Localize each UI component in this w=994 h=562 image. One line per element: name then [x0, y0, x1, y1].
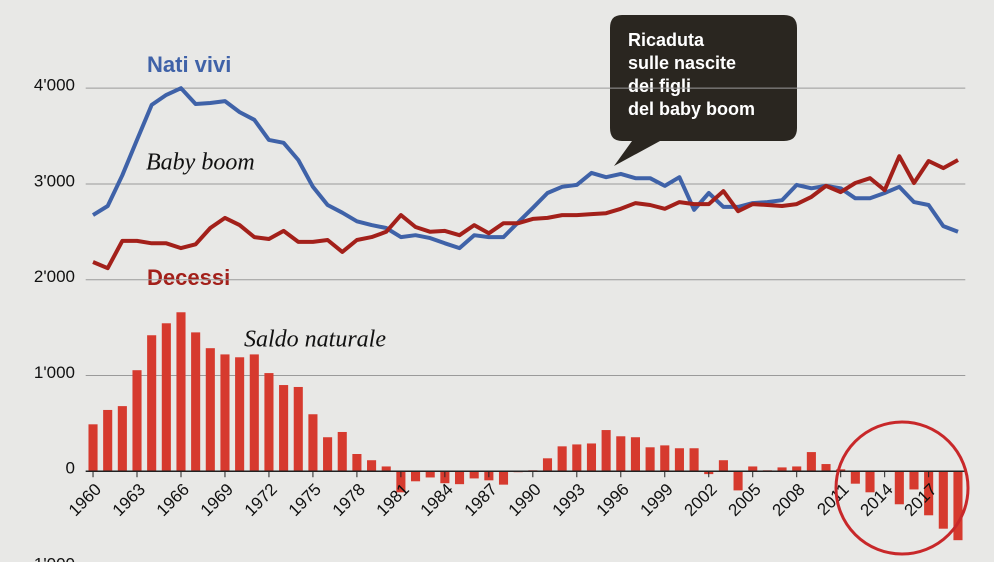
bar [777, 467, 787, 472]
legend-label: Saldo naturale [244, 327, 386, 353]
x-tick-label: 1981 [373, 480, 413, 520]
bar [411, 471, 421, 482]
bar [909, 471, 919, 490]
bar [938, 471, 948, 529]
bar [616, 436, 626, 472]
x-tick-label: 1966 [153, 480, 193, 520]
bar [645, 447, 655, 472]
bar [718, 460, 728, 472]
bar [279, 385, 289, 472]
bar [660, 445, 670, 472]
bar [425, 471, 435, 478]
bar [117, 406, 127, 472]
y-tick-label: 3'000 [34, 171, 75, 190]
annotation: del baby boom [628, 99, 755, 119]
bar [806, 452, 816, 472]
bar [337, 431, 347, 472]
bar [220, 354, 230, 472]
bar [367, 460, 377, 472]
x-tick-label: 1990 [505, 480, 545, 520]
bar [147, 335, 157, 472]
bar [572, 444, 582, 472]
bar [865, 471, 875, 493]
bar [850, 471, 860, 484]
bar [924, 471, 934, 516]
bar [396, 471, 406, 493]
bar [454, 471, 465, 485]
y-tick-label: 4'000 [34, 76, 75, 95]
bar [235, 357, 245, 472]
x-tick-label: 2011 [813, 480, 852, 519]
x-tick-label: 1960 [65, 480, 105, 520]
line [92, 154, 959, 271]
bar [205, 348, 215, 472]
x-tick-label: 1996 [593, 480, 633, 520]
legend-label: Decessi [147, 265, 230, 290]
bar [249, 354, 259, 472]
x-tick-label: 1975 [285, 480, 325, 520]
x-tick-label: 1969 [197, 480, 237, 520]
bar [161, 323, 171, 472]
bar [352, 454, 362, 472]
x-tick-label: 1963 [109, 480, 149, 520]
bar [821, 464, 831, 472]
bar [689, 448, 699, 472]
y-tick-label: 1'000 [34, 363, 75, 382]
bar [674, 448, 684, 472]
callout-box [610, 15, 797, 166]
annotation: Baby boom [146, 150, 255, 176]
x-tick-label: 1999 [637, 480, 677, 520]
bar [103, 409, 113, 472]
y-tick-label: 0 [66, 459, 75, 478]
x-tick-label: 1972 [241, 480, 281, 520]
bar [894, 471, 904, 505]
x-tick-label: 1987 [461, 480, 501, 520]
line [91, 86, 959, 251]
bar [792, 466, 802, 472]
bar [498, 471, 509, 485]
bar [264, 373, 274, 472]
bar [601, 430, 611, 472]
bar [323, 437, 333, 472]
bar [176, 312, 186, 472]
bar [469, 471, 479, 479]
y-tick-label: -1'000 [28, 554, 75, 562]
legend-label: Nati vivi [147, 52, 231, 77]
x-tick-label: 1984 [417, 480, 457, 520]
x-tick-label: 2014 [856, 480, 896, 520]
y-tick-label: 2'000 [34, 267, 75, 286]
bar [308, 414, 318, 472]
bar [88, 424, 98, 472]
bar [542, 458, 553, 472]
x-tick-label: 1978 [329, 480, 369, 520]
bar [293, 386, 303, 472]
bar [381, 466, 391, 472]
x-tick-label: 1993 [549, 480, 589, 520]
annotation: sulle nascite [628, 53, 736, 73]
x-tick-label: 2017 [900, 480, 940, 520]
bar [557, 446, 567, 472]
bar [586, 443, 597, 472]
bar [953, 471, 963, 541]
bar [630, 437, 640, 472]
annotation: Ricaduta [628, 30, 705, 50]
highlight-circle [834, 420, 970, 556]
bar [132, 370, 142, 472]
x-tick-label: 2005 [725, 480, 765, 520]
x-tick-label: 2008 [769, 480, 809, 520]
bar [748, 466, 758, 472]
bar [836, 469, 846, 472]
bar [733, 471, 743, 491]
bar [191, 332, 201, 472]
x-tick-label: 2002 [681, 480, 721, 520]
annotation: dei figli [628, 76, 691, 96]
